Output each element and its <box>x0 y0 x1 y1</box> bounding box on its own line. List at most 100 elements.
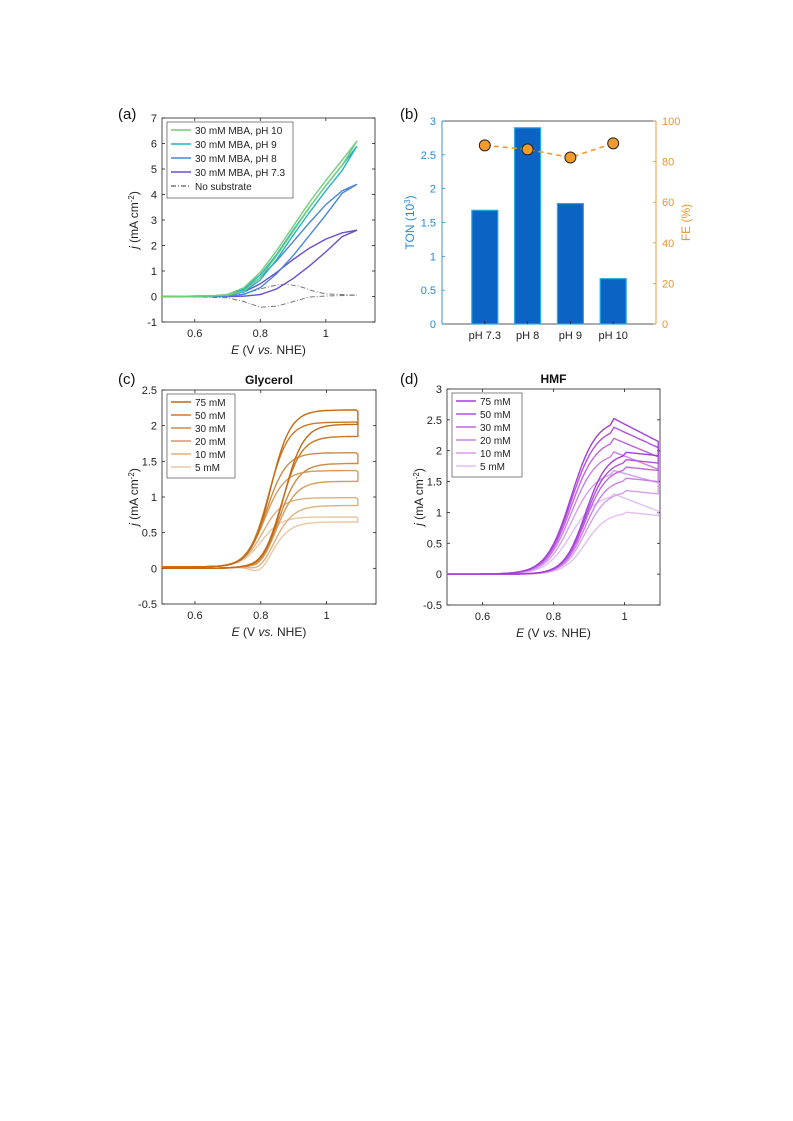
panel-c-xlabel: E (V vs. NHE) <box>232 625 307 639</box>
panel-c-legend-label: 10 mM <box>195 450 226 461</box>
panel-c-chart: 0.6 0.8 1 -0.5 0 0.5 1 1.5 2 2.5 E (V vs. NHE) j (m… <box>127 373 377 639</box>
panel-b-fe-marker <box>607 137 620 150</box>
panel-b-ytick-label: 0 <box>430 319 436 331</box>
ylabel-exponent: -2 <box>412 472 421 480</box>
xlabel-ref: NHE) <box>558 626 591 640</box>
xlabel-symbol: E <box>516 626 525 640</box>
panel-d-xtick-label: 1 <box>621 611 627 623</box>
panel-a-ytick-label: -1 <box>147 317 157 329</box>
panel-d-ytick-label: 0.5 <box>427 538 442 550</box>
panel-c-xtick-label: 0.8 <box>253 610 268 622</box>
ylabel-symbol: j <box>127 523 141 528</box>
panel-a-series-line <box>161 283 358 308</box>
panel-b-bar <box>513 127 542 325</box>
panel-c-legend-label: 20 mM <box>195 437 226 448</box>
panel-b-chart: 0 0.5 1 1.5 2 2.5 3 0 20 40 60 80 100 pH 7.3 pH 8 pH 9 p… <box>403 116 694 342</box>
panel-b-ytick-label: 2.5 <box>421 150 436 162</box>
xlabel-unit: (V <box>524 626 543 640</box>
panel-c-xtick-label: 1 <box>324 610 330 622</box>
panel-d-legend-label: 20 mM <box>480 436 511 447</box>
xlabel-unit: (V <box>240 625 259 639</box>
panel-c-legend-label: 30 mM <box>195 424 226 435</box>
panel-a-series-line <box>161 145 358 298</box>
panel-b-ytick-label: 3 <box>430 116 436 128</box>
panel-b-fe-marker <box>478 139 491 152</box>
panel-label: (d) <box>400 371 418 388</box>
panel-d-ytick-label: 3 <box>436 384 442 396</box>
panel-c-legend-label: 5 mM <box>195 463 220 474</box>
panel-c-legend-label: 50 mM <box>195 411 226 422</box>
panel-a-legend-label: 30 mM MBA, pH 7.3 <box>195 168 285 179</box>
panel-a-legend-label: No substrate <box>195 182 252 193</box>
panel-d-legend-label: 30 mM <box>480 423 511 434</box>
panel-a-series-line <box>161 140 358 298</box>
ylabel-exponent: -2 <box>127 472 136 480</box>
panel-b-xtick-label: pH 9 <box>559 330 582 342</box>
panel-d-legend-label: 50 mM <box>480 410 511 421</box>
ylabel-symbol: j <box>412 523 426 528</box>
ylabel-close: ) <box>127 191 141 195</box>
panel-b-bar <box>599 278 627 325</box>
panel-b-ytick-label: 0.5 <box>421 285 436 297</box>
panel-c-ytick-label: 0.5 <box>142 528 157 540</box>
panel-b-fe-marker <box>564 151 577 164</box>
panel-a-ytick-label: 3 <box>151 215 157 227</box>
xlabel-symbol: E <box>231 343 240 357</box>
panel-b-y2tick-label: 60 <box>662 197 674 209</box>
panel-d-ytick-label: 1 <box>436 507 442 519</box>
panel-d-legend-label: 75 mM <box>480 397 511 408</box>
ylabel-exponent: -2 <box>127 195 136 203</box>
panel-c-ylabel: j (mA cm-2) <box>127 468 142 528</box>
panel-a-ytick-label: 2 <box>151 241 157 253</box>
panel-a-legend-label: 30 mM MBA, pH 10 <box>195 126 283 137</box>
panel-b-xtick-label: pH 7.3 <box>469 330 501 342</box>
xlabel-ref: NHE) <box>273 343 306 357</box>
ylabel-close: ) <box>127 468 141 472</box>
panel-d-series-line <box>447 493 659 575</box>
xlabel-vs: vs. <box>258 625 273 639</box>
panel-a-ytick-label: 0 <box>151 292 157 304</box>
panel-c-ytick-label: 2 <box>151 421 157 433</box>
panel-b-y2label: FE (%) <box>679 204 693 241</box>
panel-b-ytick-label: 1 <box>430 251 436 263</box>
panel-d-ytick-label: 2.5 <box>427 415 442 427</box>
panel-a-ytick-label: 1 <box>151 266 157 278</box>
panel-c-ytick-label: 1.5 <box>142 456 157 468</box>
panel-d-legend-label: 10 mM <box>480 449 511 460</box>
panel-d-title: HMF <box>541 372 567 386</box>
panel-b-ylabel: TON (103) <box>403 195 418 249</box>
panel-b-y2tick-label: 20 <box>662 278 674 290</box>
panel-a-ytick-label: 4 <box>151 190 157 202</box>
panel-d-chart: 0.6 0.8 1 -0.5 0 0.5 1 1.5 2 2.5 3 E (V vs. NHE) j (… <box>412 372 661 640</box>
panel-b-bar <box>471 209 499 325</box>
panel-d-ylabel: j (mA cm-2) <box>412 468 427 528</box>
panel-b-bar <box>556 202 585 325</box>
ylabel-unit: (mA cm <box>127 479 141 523</box>
panel-d-ytick-label: 0 <box>436 569 442 581</box>
panel-c-ytick-label: 2.5 <box>142 385 157 397</box>
panel-d-ytick-label: -0.5 <box>423 600 442 612</box>
panel-c-legend-label: 75 mM <box>195 398 226 409</box>
panel-b-ytick-label: 2 <box>430 184 436 196</box>
xlabel-vs: vs. <box>258 343 273 357</box>
panel-a-ytick-label: 6 <box>151 139 157 151</box>
panel-c-ytick-label: -0.5 <box>138 599 157 611</box>
ylabel-unit: (mA cm <box>127 202 141 246</box>
panel-c-series-line <box>162 409 359 569</box>
panel-label: (b) <box>400 106 418 123</box>
panel-d-xtick-label: 0.8 <box>546 611 561 623</box>
panel-c-ytick-label: 0 <box>151 563 157 575</box>
panel-a-legend-label: 30 mM MBA, pH 8 <box>195 154 277 165</box>
xlabel-vs: vs. <box>543 626 558 640</box>
panel-b-y2tick-label: 40 <box>662 238 674 250</box>
xlabel-symbol: E <box>232 625 241 639</box>
panel-label: (c) <box>118 371 136 388</box>
panel-a-xlabel: E (V vs. NHE) <box>231 343 306 357</box>
panel-c-legend-box <box>166 393 236 479</box>
ylabel-exponent: 3 <box>403 199 412 204</box>
panel-d-legend-box <box>451 392 523 478</box>
panel-c-ytick-label: 1 <box>151 492 157 504</box>
panel-b-xtick-label: pH 8 <box>516 330 539 342</box>
panel-d-legend-label: 5 mM <box>480 462 505 473</box>
